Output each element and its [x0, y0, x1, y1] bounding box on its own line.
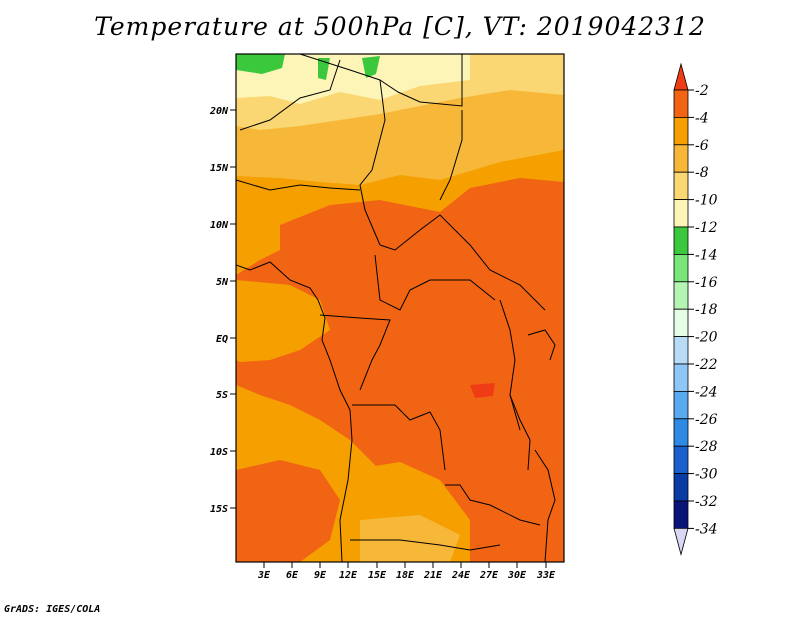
lat-tick-20n: 20N	[209, 106, 236, 117]
lat-tick-10n: 10N	[210, 220, 236, 231]
field-band-minus12-a	[236, 54, 285, 74]
lon-tick-6e: 6E	[286, 562, 299, 581]
field-band-minus12-b	[318, 58, 330, 80]
lat-label: 5N	[216, 277, 229, 288]
colorbar-label: -4	[695, 110, 709, 126]
colorbar-swatch	[673, 308, 689, 338]
lon-label: 18E	[396, 570, 415, 581]
lon-tick-3e: 3E	[257, 562, 271, 581]
lon-label: 21E	[423, 570, 443, 581]
lon-label: 15E	[368, 570, 387, 581]
lat-tick-15s: 15S	[210, 504, 236, 515]
lat-tick-eq: EQ	[216, 334, 236, 345]
map-frame	[235, 53, 565, 563]
colorbar-swatch	[673, 281, 689, 310]
lon-label: 30E	[507, 570, 527, 581]
colorbar-swatch	[673, 473, 689, 502]
colorbar-swatch	[673, 171, 689, 200]
field-band-minus2-spot	[470, 383, 495, 398]
colorbar-label: -8	[695, 165, 709, 181]
lon-label: 9E	[314, 570, 327, 581]
colorbar-swatch	[673, 144, 689, 173]
colorbar-label: -34	[695, 521, 718, 537]
country-borders	[236, 54, 556, 562]
lat-tick-5s: 5S	[216, 390, 236, 401]
colorbar-label: -22	[695, 357, 718, 373]
colorbar-swatch	[673, 253, 689, 283]
colorbar-swatch	[673, 418, 689, 447]
lon-label: 33E	[536, 570, 556, 581]
lon-tick-15e: 15E	[368, 562, 387, 581]
colorbar-swatch	[673, 390, 689, 420]
colorbar-label: -30	[695, 467, 718, 483]
lon-label: 24E	[451, 570, 471, 581]
colorbar: -2 -4 -6 -8 -10 -12 -14 -16 -18 -20 -22 -24 -26 -28 -3…	[673, 62, 718, 556]
lon-label: 6E	[286, 570, 299, 581]
lon-tick-18e: 18E	[396, 562, 415, 581]
colorbar-swatch	[673, 226, 689, 255]
colorbar-label: -10	[695, 193, 718, 209]
lon-tick-21e: 21E	[423, 562, 443, 581]
colorbar-swatch	[673, 363, 689, 392]
lat-tick-5n: 5N	[216, 277, 236, 288]
colorbar-label: -20	[695, 330, 718, 346]
field-band-minus12-c	[362, 56, 380, 78]
colorbar-label: -24	[695, 384, 718, 400]
lon-label: 27E	[479, 570, 499, 581]
field-band-minus4-core	[236, 178, 564, 562]
colorbar-label: -12	[695, 220, 718, 236]
lat-tick-10s: 10S	[210, 447, 236, 458]
lat-label: 10N	[210, 220, 229, 231]
lon-tick-33e: 33E	[536, 562, 556, 581]
lon-label: 3E	[257, 570, 271, 581]
colorbar-label: -26	[695, 412, 718, 428]
colorbar-label: -28	[695, 439, 718, 455]
lat-label: EQ	[216, 334, 228, 345]
colorbar-swatch	[673, 336, 689, 365]
colorbar-label: -14	[695, 247, 718, 263]
lat-label: 10S	[210, 447, 228, 458]
lon-label: 12E	[339, 570, 358, 581]
lon-tick-30e: 30E	[507, 562, 527, 581]
colorbar-label: -6	[695, 138, 709, 154]
colorbar-swatch	[673, 445, 689, 475]
colorbar-swatch	[673, 500, 689, 529]
colorbar-top-arrow	[673, 62, 689, 91]
temperature-map	[236, 54, 564, 562]
colorbar-label: -2	[695, 83, 709, 99]
colorbar-swatch	[673, 199, 689, 228]
colorbar-swatch	[673, 89, 689, 118]
colorbar-swatch	[673, 117, 689, 146]
lat-label: 5S	[216, 390, 228, 401]
lon-tick-24e: 24E	[451, 562, 471, 581]
longitude-axis: 3E 6E 9E 12E 15E 18E 21E 24E 27E 30E 33E	[257, 562, 556, 581]
colorbar-bottom-arrow	[673, 528, 689, 556]
map-title: Temperature at 500hPa [C], VT: 201904231…	[94, 12, 706, 41]
lon-tick-27e: 27E	[479, 562, 499, 581]
field-band-minus6-coast	[236, 280, 330, 362]
field-band-minus8-south	[360, 515, 460, 562]
lon-tick-12e: 12E	[339, 562, 358, 581]
lon-tick-9e: 9E	[314, 562, 327, 581]
colorbar-label: -32	[695, 494, 718, 510]
lat-label: 15N	[210, 163, 229, 174]
lat-label: 20N	[209, 106, 229, 117]
colorbar-label: -16	[695, 275, 718, 291]
latitude-axis: 20N 15N 10N 5N EQ 5S 10S 15S	[209, 106, 236, 515]
lat-label: 15S	[210, 504, 228, 515]
field-band-minus10-pale	[236, 54, 470, 104]
field-band-minus4-west	[236, 460, 340, 562]
grads-credit: GrADS: IGES/COLA	[4, 604, 101, 615]
lat-tick-15n: 15N	[210, 163, 236, 174]
colorbar-label: -18	[695, 302, 718, 318]
